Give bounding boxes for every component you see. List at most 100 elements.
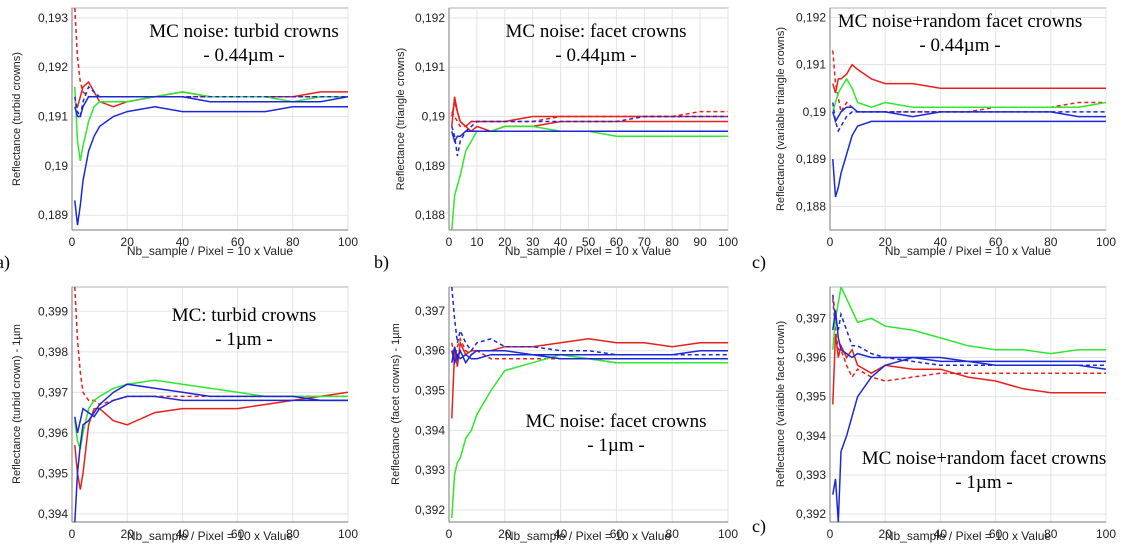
y-tick-label: 0,394 xyxy=(796,429,826,443)
chart-annotation: MC noise: facet crowns xyxy=(526,411,707,432)
x-tick-label: 100 xyxy=(338,527,358,541)
chart-annotation: - 0.44µm - xyxy=(555,45,636,66)
series-line-blue-solid xyxy=(74,383,348,522)
x-tick-label: 40 xyxy=(176,527,190,541)
panel-label: b) xyxy=(374,252,389,273)
y-tick-label: 0,19 xyxy=(803,105,827,119)
x-tick-label: 40 xyxy=(934,527,948,541)
chart-panel-1: 0,189 0,19 0,191 0,192 0,193 0 20 40 60 80 100 Nb_s… xyxy=(0,7,358,273)
series-line-green-solid xyxy=(832,77,1106,113)
x-tick-label: 10 xyxy=(470,235,484,249)
x-axis-label: Nb_sample / Pixel = 10 x Value xyxy=(885,244,1052,258)
x-tick-label: 80 xyxy=(286,527,300,541)
y-axis-label: Reflectance (variable triangle crowns) xyxy=(775,27,787,211)
y-tick-label: 0,395 xyxy=(38,466,68,480)
x-tick-label: 50 xyxy=(582,235,596,249)
x-axis-label: Nb_sample / Pixel = 10 x Value xyxy=(127,244,294,258)
y-axis-label: Reflectance (facet crowns) - 1µm xyxy=(390,323,402,485)
chart-panel-3: 0,188 0,189 0,19 0,191 0,192 0 20 40 60 80 100 Nb_s… xyxy=(752,7,1116,273)
y-tick-label: 0,19 xyxy=(422,110,446,124)
series-line-blue-solid xyxy=(451,130,728,144)
panel-label: c) xyxy=(752,252,766,273)
series-line-red-dashed xyxy=(451,336,728,364)
chart-panel-4: 0,394 0,395 0,396 0,397 0,398 0,399 0 20 40 60 80 1… xyxy=(11,286,358,543)
y-tick-label: 0,189 xyxy=(38,208,68,222)
x-tick-label: 100 xyxy=(1096,527,1116,541)
x-axis-label: Nb_sample / Pixel = 10 x Value xyxy=(505,244,672,258)
x-tick-label: 80 xyxy=(286,235,300,249)
x-tick-label: 30 xyxy=(526,235,540,249)
y-tick-label: 0,394 xyxy=(38,507,68,521)
plot-area xyxy=(448,286,729,523)
plot-area xyxy=(71,286,349,523)
series-line-blue-solid xyxy=(74,105,348,226)
chart-annotation: MC: turbid crowns xyxy=(172,305,317,326)
x-tick-label: 100 xyxy=(718,527,738,541)
chart-annotation: - 0.44µm - xyxy=(203,45,284,66)
y-tick-label: 0,399 xyxy=(38,304,68,318)
chart-annotation: - 1µm - xyxy=(955,472,1012,493)
x-tick-label: 60 xyxy=(989,527,1003,541)
y-tick-label: 0,397 xyxy=(415,304,445,318)
y-tick-label: 0,392 xyxy=(415,503,445,517)
y-axis-label: Reflectance (triangle crowns) xyxy=(395,48,407,190)
x-tick-label: 70 xyxy=(638,235,652,249)
x-tick-label: 20 xyxy=(879,235,893,249)
x-tick-label: 0 xyxy=(827,527,834,541)
x-tick-label: 100 xyxy=(338,235,358,249)
y-tick-label: 0,191 xyxy=(38,110,68,124)
chart-annotation: - 0.44µm - xyxy=(919,35,1000,56)
x-tick-label: 40 xyxy=(554,235,568,249)
x-tick-label: 60 xyxy=(231,235,245,249)
x-tick-label: 0 xyxy=(446,235,453,249)
x-tick-label: 40 xyxy=(934,235,948,249)
series-line-blue-solid xyxy=(832,310,1106,363)
series-line-blue-solid xyxy=(832,120,1106,198)
y-tick-label: 0,189 xyxy=(796,152,826,166)
y-tick-label: 0,393 xyxy=(796,468,826,482)
plot-area xyxy=(829,286,1107,523)
series-line-red-solid xyxy=(451,338,728,419)
plot-area xyxy=(71,7,349,231)
y-tick-label: 0,192 xyxy=(796,10,826,24)
x-tick-label: 40 xyxy=(176,235,190,249)
series-line-green-solid xyxy=(832,287,1106,355)
chart-panel-5: 0,392 0,393 0,394 0,395 0,396 0,397 0 20 40 60 80 1… xyxy=(390,286,738,543)
y-tick-label: 0,395 xyxy=(796,390,826,404)
x-tick-label: 20 xyxy=(121,235,135,249)
chart-annotation: MC noise: turbid crowns xyxy=(149,21,338,42)
x-tick-label: 0 xyxy=(827,235,834,249)
x-axis-label: Nb_sample / Pixel = 10 x Value xyxy=(127,529,294,543)
x-tick-label: 60 xyxy=(231,527,245,541)
chart-panel-2: 0,188 0,189 0,19 0,191 0,192 0 10 20 30 40 50 60 70 8… xyxy=(374,7,738,273)
y-tick-label: 0,191 xyxy=(415,60,445,74)
panel-label: a) xyxy=(0,252,10,273)
y-tick-label: 0,395 xyxy=(415,384,445,398)
plot-area xyxy=(829,7,1107,231)
series-line-green-solid xyxy=(74,86,348,162)
series-line-blue-solid xyxy=(74,395,348,434)
x-tick-label: 100 xyxy=(718,235,738,249)
y-tick-label: 0,392 xyxy=(796,507,826,521)
y-tick-label: 0,398 xyxy=(38,345,68,359)
x-tick-label: 60 xyxy=(989,235,1003,249)
x-tick-label: 40 xyxy=(554,527,568,541)
series-line-blue-dashed xyxy=(832,102,1106,133)
x-tick-label: 20 xyxy=(498,235,512,249)
series-line-red-solid xyxy=(74,391,348,490)
chart-annotation: MC noise+random facet crowns xyxy=(862,448,1106,469)
x-tick-label: 60 xyxy=(610,527,624,541)
y-tick-label: 0,19 xyxy=(45,159,69,173)
x-tick-label: 0 xyxy=(69,527,76,541)
y-tick-label: 0,192 xyxy=(38,60,68,74)
x-tick-label: 0 xyxy=(69,235,76,249)
x-tick-label: 0 xyxy=(446,527,453,541)
series-line-blue-dashed xyxy=(451,287,728,356)
x-axis-label: Nb_sample / Pixel = 10 x Value xyxy=(885,529,1052,543)
series-line-blue-solid xyxy=(451,346,728,365)
x-axis-label: Nb_sample / Pixel = 10 x Value xyxy=(505,529,672,543)
y-axis-label: Reflectance (turbid crowns) xyxy=(11,52,23,186)
y-tick-label: 0,191 xyxy=(796,58,826,72)
chart-annotation: - 1µm - xyxy=(215,329,272,350)
